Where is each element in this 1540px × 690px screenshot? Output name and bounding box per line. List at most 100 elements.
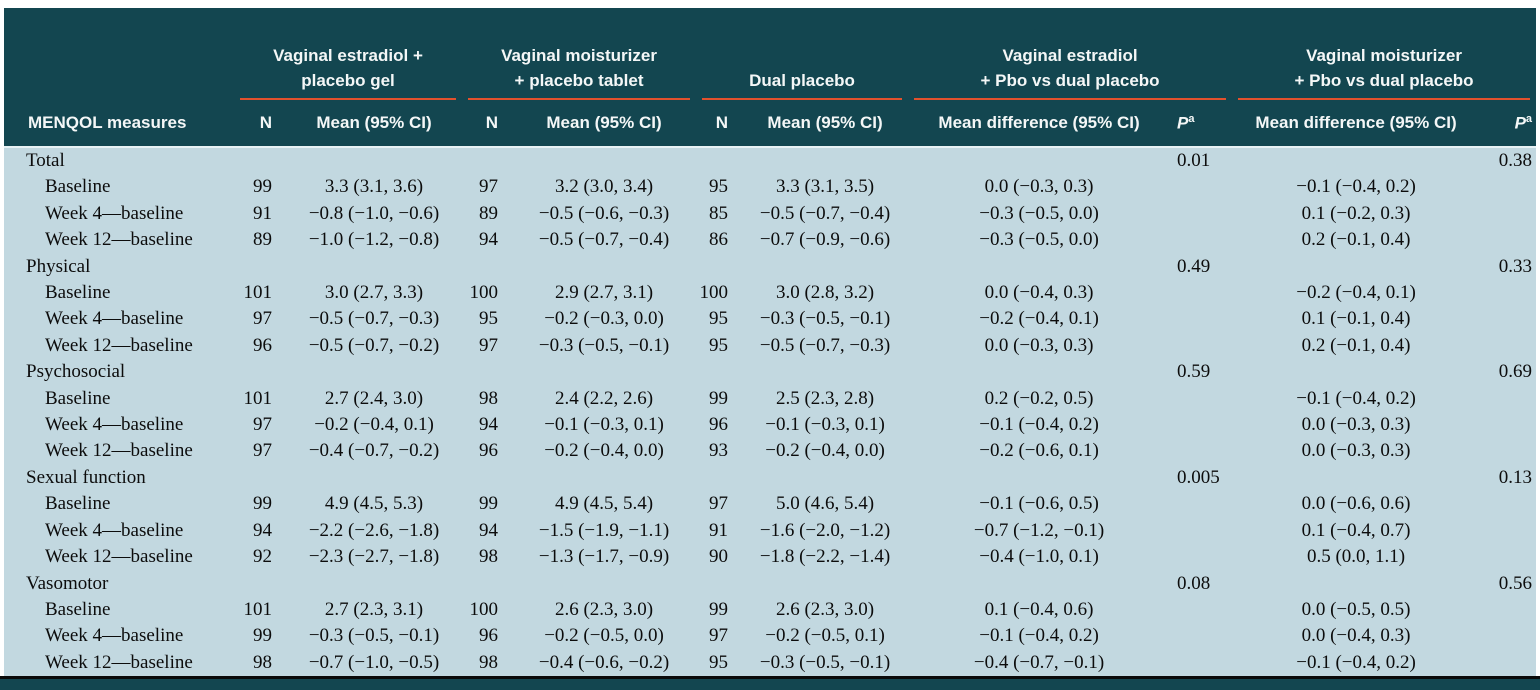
empty-cell (1170, 438, 1233, 465)
p-value: 0.33 (1480, 253, 1537, 281)
p-superscript: a (1525, 112, 1533, 125)
n-cell: 95 (462, 306, 513, 333)
empty-cell (1232, 148, 1481, 175)
empty-cell (1480, 200, 1537, 228)
mean-cell: −1.5 (−1.9, −1.1) (512, 517, 697, 545)
n-cell: 96 (234, 332, 286, 360)
p-value: 0.08 (1170, 570, 1233, 597)
mean-diff-cell: −0.2 (−0.4, 0.1) (1232, 280, 1481, 307)
mean-cell: 3.3 (3.1, 3.6) (286, 174, 463, 201)
measure-column-header: MENQOL measures (4, 100, 234, 148)
empty-cell (286, 359, 463, 386)
mean-cell: −0.1 (−0.3, 0.1) (512, 412, 697, 439)
section-header-row: Vasomotor 0.08 0.56 (4, 570, 1537, 597)
empty-cell (1480, 332, 1537, 360)
empty-cell (1170, 306, 1233, 333)
table-header: Vaginal estradiol + placebo gel Vaginal … (4, 8, 1537, 148)
empty-cell (234, 253, 286, 281)
mean-diff-cell: 0.0 (−0.5, 0.5) (1232, 596, 1481, 624)
row-label: Week 12—baseline (4, 438, 234, 465)
empty-cell (1480, 412, 1537, 439)
p-superscript: a (1188, 112, 1195, 125)
mean-cell: −0.3 (−0.5, −0.1) (286, 623, 463, 650)
n-cell: 97 (462, 174, 513, 201)
empty-cell (742, 464, 909, 492)
n-cell: 94 (462, 517, 513, 545)
empty-cell (1480, 438, 1537, 465)
empty-cell (1170, 544, 1233, 571)
n-cell: 97 (696, 623, 743, 650)
n-cell: 94 (462, 412, 513, 439)
column-header-row: MENQOL measures N Mean (95% CI) N Mean (… (4, 100, 1537, 148)
empty-cell (1170, 412, 1233, 439)
mean-cell: −1.8 (−2.2, −1.4) (742, 544, 909, 571)
row-label: Baseline (4, 596, 234, 624)
mean-cell: −0.5 (−0.7, −0.4) (512, 227, 697, 254)
empty-cell (234, 570, 286, 597)
mean-cell: 2.7 (2.4, 3.0) (286, 385, 463, 413)
n-cell: 91 (234, 200, 286, 228)
mean-cell: −0.2 (−0.5, 0.1) (742, 623, 909, 650)
data-row: Baseline 99 4.9 (4.5, 5.3) 99 4.9 (4.5, 5.4)… (4, 491, 1537, 518)
empty-cell (286, 148, 463, 175)
table-body: Total 0.01 0.38 Baseline 99 3.3 (3.1, 3.6) 97 3… (4, 148, 1537, 677)
data-row: Week 12—baseline 92 −2.3 (−2.7, −1.8) 98 −1.… (4, 544, 1537, 571)
empty-cell (742, 253, 909, 281)
n-cell: 86 (696, 227, 743, 254)
mean-cell: 2.6 (2.3, 3.0) (512, 596, 697, 624)
mean-cell: −0.5 (−0.6, −0.3) (512, 200, 697, 228)
n-cell: 97 (462, 332, 513, 360)
n-cell: 96 (462, 623, 513, 650)
data-row: Week 4—baseline 97 −0.5 (−0.7, −0.3) 95 −0.2… (4, 306, 1537, 333)
empty-cell (1170, 174, 1233, 201)
mean-cell: 3.3 (3.1, 3.5) (742, 174, 909, 201)
mean-cell: −0.2 (−0.5, 0.0) (512, 623, 697, 650)
mean-cell: 5.0 (4.6, 5.4) (742, 491, 909, 518)
n-cell: 96 (696, 412, 743, 439)
empty-cell (1480, 306, 1537, 333)
row-label: Baseline (4, 385, 234, 413)
mean-ci-column-header: Mean (95% CI) (512, 100, 697, 148)
n-cell: 92 (234, 544, 286, 571)
mean-difference-column-header: Mean difference (95% CI) (1232, 100, 1481, 148)
n-cell: 97 (234, 412, 286, 439)
empty-cell (742, 148, 909, 175)
n-cell: 97 (234, 438, 286, 465)
empty-cell (908, 359, 1171, 386)
group-label-line2: + Pbo vs dual placebo (980, 71, 1160, 90)
empty-cell (1480, 649, 1537, 677)
group-label: Vaginal estradiol + Pbo vs dual placebo (914, 1, 1227, 100)
data-row: Week 12—baseline 89 −1.0 (−1.2, −0.8) 94 −0.… (4, 227, 1537, 254)
mean-cell: 4.9 (4.5, 5.4) (512, 491, 697, 518)
mean-diff-cell: −0.2 (−0.6, 0.1) (908, 438, 1171, 465)
empty-corner-cell (4, 8, 234, 100)
p-symbol: P (1514, 113, 1526, 133)
data-row: Week 4—baseline 94 −2.2 (−2.6, −1.8) 94 −1.5… (4, 517, 1537, 545)
empty-cell (1480, 517, 1537, 545)
data-row: Week 4—baseline 99 −0.3 (−0.5, −0.1) 96 −0.2… (4, 623, 1537, 650)
n-cell: 98 (462, 385, 513, 413)
empty-cell (1480, 623, 1537, 650)
mean-cell: −0.5 (−0.7, −0.2) (286, 332, 463, 360)
row-label: Week 4—baseline (4, 412, 234, 439)
mean-cell: 2.7 (2.3, 3.1) (286, 596, 463, 624)
empty-cell (512, 570, 697, 597)
mean-diff-cell: −0.3 (−0.5, 0.0) (908, 200, 1171, 228)
mean-difference-column-header: Mean difference (95% CI) (908, 100, 1171, 148)
mean-cell: −0.4 (−0.7, −0.2) (286, 438, 463, 465)
n-cell: 101 (234, 596, 286, 624)
group-label: Vaginal estradiol + placebo gel (240, 1, 457, 100)
mean-diff-cell: 0.1 (−0.4, 0.7) (1232, 517, 1481, 545)
empty-cell (512, 148, 697, 175)
data-row: Week 12—baseline 97 −0.4 (−0.7, −0.2) 96 −0.… (4, 438, 1537, 465)
empty-cell (696, 148, 743, 175)
empty-cell (908, 148, 1171, 175)
mean-diff-cell: 0.2 (−0.1, 0.4) (1232, 227, 1481, 254)
n-cell: 96 (462, 438, 513, 465)
group-label: Vaginal moisturizer + Pbo vs dual placeb… (1238, 1, 1531, 100)
mean-cell: −0.2 (−0.4, 0.1) (286, 412, 463, 439)
n-cell: 101 (234, 385, 286, 413)
n-cell: 95 (696, 649, 743, 677)
mean-diff-cell: −0.4 (−1.0, 0.1) (908, 544, 1171, 571)
